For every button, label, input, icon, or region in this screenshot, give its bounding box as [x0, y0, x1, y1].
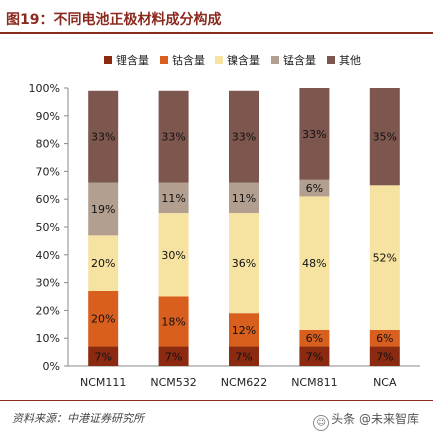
data-label: 7% — [376, 350, 393, 363]
bar-segment-ncm111-5 — [88, 90, 119, 183]
bar-segment-ncm811-1 — [299, 346, 330, 366]
bar-segment-ncm111-3 — [88, 235, 119, 291]
data-label: 6% — [376, 332, 393, 345]
data-label: 20% — [91, 313, 115, 326]
bar-segment-ncm622-2 — [229, 313, 259, 347]
legend-swatch-5 — [327, 56, 335, 64]
bar-segment-ncm622-5 — [229, 90, 259, 183]
y-tick-label: 100% — [29, 82, 60, 95]
data-label: 36% — [232, 257, 256, 270]
y-tick-label: 10% — [36, 332, 60, 345]
bar-segment-nca-1 — [369, 346, 400, 366]
bar-segment-ncm532-4 — [158, 182, 189, 214]
bar-segment-ncm811-3 — [299, 196, 330, 330]
data-label: 33% — [302, 128, 326, 141]
y-tick-label: 60% — [36, 193, 60, 206]
bar-segment-nca-5 — [369, 88, 400, 186]
data-label: 6% — [306, 332, 323, 345]
data-label: 11% — [161, 192, 185, 205]
figure-header: 图19：不同电池正极材料成分构成 — [0, 0, 433, 36]
data-label: 12% — [232, 324, 256, 337]
bar-segment-ncm622-1 — [229, 346, 259, 366]
bar-segment-ncm622-4 — [229, 182, 259, 214]
bar-segment-ncm811-4 — [299, 179, 330, 197]
legend-label-5: 其他 — [339, 54, 361, 67]
data-label: 19% — [91, 203, 115, 216]
title-rule — [0, 32, 433, 34]
smile-icon: ☺ — [313, 415, 330, 431]
legend-label-2: 钴含量 — [172, 53, 205, 67]
x-tick-label: NCA — [373, 376, 397, 389]
data-label: 35% — [373, 131, 397, 144]
bar-segment-ncm111-2 — [88, 290, 119, 347]
data-label: 6% — [306, 182, 323, 195]
legend-swatch-1 — [104, 56, 112, 64]
y-tick-label: 70% — [36, 165, 60, 178]
data-label: 7% — [235, 350, 252, 363]
y-tick-label: 90% — [36, 110, 60, 123]
data-label: 30% — [161, 249, 185, 262]
data-label: 33% — [161, 131, 185, 144]
y-tick-label: 50% — [36, 221, 60, 234]
legend-swatch-2 — [160, 56, 168, 64]
bar-segment-ncm111-1 — [88, 346, 119, 366]
footer-rule — [0, 400, 433, 401]
figure-title: 图19：不同电池正极材料成分构成 — [6, 12, 222, 28]
watermark-text: 头条 @未来智库 — [331, 412, 419, 426]
y-tick-label: 40% — [36, 249, 60, 262]
x-tick-label: NCM532 — [150, 376, 196, 389]
source-note: 资料来源：中港证券研究所 — [12, 412, 144, 425]
bar-segment-nca-3 — [369, 185, 400, 330]
data-label: 7% — [165, 350, 182, 363]
data-label: 11% — [232, 192, 256, 205]
x-tick-label: NCM111 — [80, 376, 126, 389]
y-tick-label: 30% — [36, 277, 60, 290]
bar-segment-ncm622-3 — [229, 213, 259, 314]
bar-segment-ncm811-2 — [299, 329, 330, 347]
y-tick-label: 80% — [36, 138, 60, 151]
x-tick-label: NCM622 — [221, 376, 267, 389]
bar-segment-ncm532-3 — [158, 213, 189, 297]
data-label: 7% — [94, 350, 111, 363]
data-label: 33% — [91, 131, 115, 144]
data-label: 33% — [232, 131, 256, 144]
bar-segment-ncm532-5 — [158, 90, 189, 183]
data-label: 20% — [91, 257, 115, 270]
x-tick-label: NCM811 — [291, 376, 337, 389]
data-label: 48% — [302, 257, 326, 270]
watermark: ☺ 头条 @未来智库 — [313, 410, 419, 431]
data-label: 7% — [306, 350, 323, 363]
y-tick-label: 20% — [36, 304, 60, 317]
legend-label-3: 镍含量 — [227, 53, 260, 67]
stacked-bar-chart: 锂含量 钴含量 镍含量 锰含量 其他 0% 10% 20% 30% 40% 50% 60% 70% 80%… — [29, 53, 420, 389]
legend-swatch-3 — [215, 56, 223, 64]
bar-segment-ncm111-4 — [88, 182, 119, 236]
bar-segment-ncm532-1 — [158, 346, 189, 366]
legend-label-4: 锰含量 — [283, 53, 316, 67]
legend-swatch-4 — [271, 56, 279, 64]
data-label: 52% — [373, 252, 397, 265]
bar-segment-ncm532-2 — [158, 296, 189, 347]
legend-label-1: 锂含量 — [116, 53, 149, 67]
y-tick-label: 0% — [43, 360, 60, 373]
data-label: 18% — [161, 316, 185, 329]
bar-segment-nca-2 — [369, 329, 400, 347]
bar-segment-ncm811-5 — [299, 88, 330, 180]
